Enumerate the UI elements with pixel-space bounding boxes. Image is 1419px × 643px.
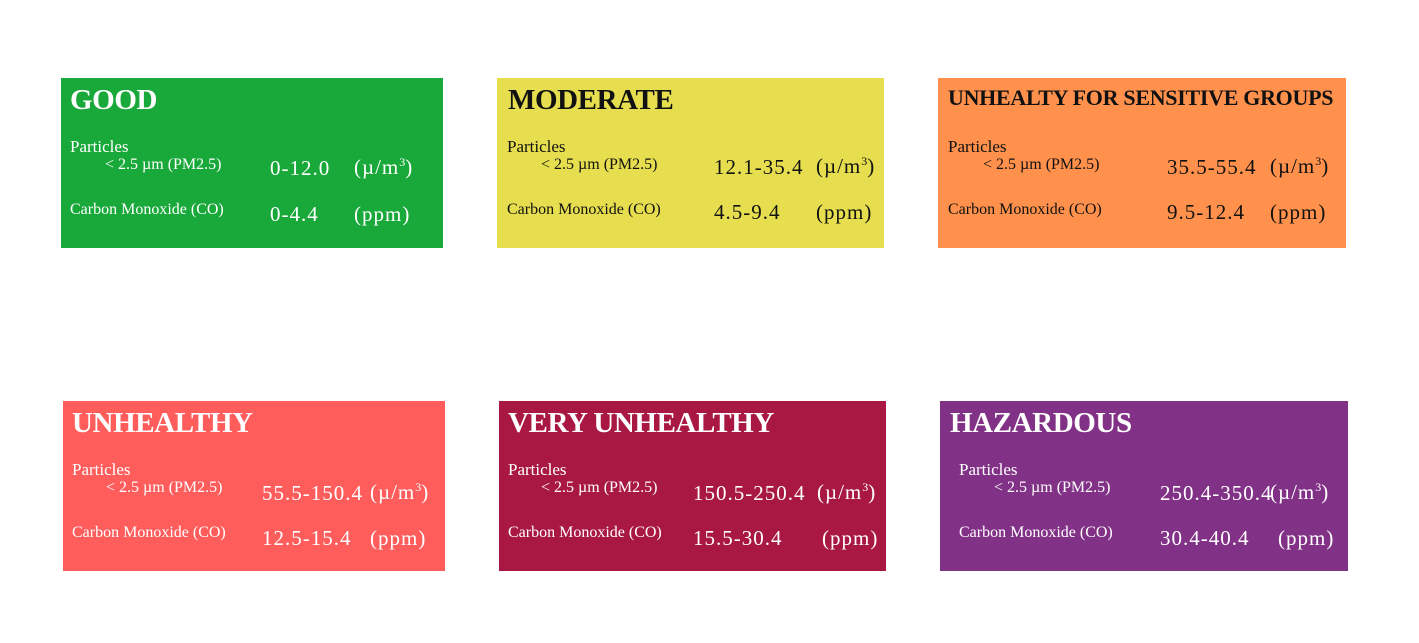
pm25-range: 0-12.0: [270, 156, 331, 180]
co-label: Carbon Monoxide (CO): [508, 524, 662, 541]
co-range: 0-4.4: [270, 202, 319, 226]
co-range: 30.4-40.4: [1160, 526, 1250, 550]
pm25-range: 150.5-250.4: [693, 481, 806, 505]
pm25-unit: (µ/m3): [1270, 154, 1330, 178]
particles-label: Particles: [70, 137, 129, 156]
card-title: UNHEALTHY: [72, 407, 253, 439]
card-title: VERY UNHEALTHY: [508, 407, 774, 439]
co-unit: (ppm): [816, 200, 873, 224]
card-title: MODERATE: [508, 84, 674, 116]
co-label: Carbon Monoxide (CO): [959, 524, 1113, 541]
co-unit: (ppm): [370, 526, 427, 550]
co-label: Carbon Monoxide (CO): [72, 524, 226, 541]
particles-label: Particles: [959, 460, 1018, 479]
pm25-label: < 2.5 µm (PM2.5): [541, 479, 658, 496]
co-label: Carbon Monoxide (CO): [948, 201, 1102, 218]
co-unit: (ppm): [354, 202, 411, 226]
co-unit: (ppm): [822, 526, 879, 550]
aqi-card-very-unhealthy: VERY UNHEALTHY Particles < 2.5 µm (PM2.5…: [499, 401, 886, 571]
pm25-unit: (µ/m3): [1270, 480, 1330, 504]
pm25-label: < 2.5 µm (PM2.5): [541, 156, 658, 173]
aqi-card-unhealthy: UNHEALTHY Particles < 2.5 µm (PM2.5) 55.…: [63, 401, 445, 571]
aqi-card-unhealthy-sensitive: UNHEALTY FOR SENSITIVE GROUPS Particles …: [938, 78, 1346, 248]
particles-label: Particles: [508, 460, 567, 479]
pm25-label: < 2.5 µm (PM2.5): [983, 156, 1100, 173]
co-range: 12.5-15.4: [262, 526, 352, 550]
card-title: HAZARDOUS: [950, 407, 1132, 439]
aqi-card-good: GOOD Particles < 2.5 µm (PM2.5) 0-12.0 (…: [61, 78, 443, 248]
co-label: Carbon Monoxide (CO): [70, 201, 224, 218]
co-unit: (ppm): [1278, 526, 1335, 550]
aqi-card-moderate: MODERATE Particles < 2.5 µm (PM2.5) 12.1…: [497, 78, 884, 248]
pm25-label: < 2.5 µm (PM2.5): [994, 479, 1111, 496]
co-unit: (ppm): [1270, 200, 1327, 224]
card-title: UNHEALTY FOR SENSITIVE GROUPS: [948, 85, 1334, 110]
pm25-range: 12.1-35.4: [714, 155, 804, 179]
pm25-label: < 2.5 µm (PM2.5): [106, 479, 223, 496]
co-range: 15.5-30.4: [693, 526, 783, 550]
pm25-range: 250.4-350.4: [1160, 481, 1273, 505]
pm25-unit: (µ/m3): [817, 480, 877, 504]
pm25-unit: (µ/m3): [354, 155, 414, 179]
pm25-range: 55.5-150.4: [262, 481, 363, 505]
pm25-unit: (µ/m3): [370, 480, 430, 504]
pm25-range: 35.5-55.4: [1167, 155, 1257, 179]
card-title: GOOD: [70, 84, 158, 116]
particles-label: Particles: [72, 460, 131, 479]
aqi-card-hazardous: HAZARDOUS Particles < 2.5 µm (PM2.5) 250…: [940, 401, 1348, 571]
co-range: 4.5-9.4: [714, 200, 781, 224]
co-range: 9.5-12.4: [1167, 200, 1245, 224]
particles-label: Particles: [948, 137, 1007, 156]
particles-label: Particles: [507, 137, 566, 156]
co-label: Carbon Monoxide (CO): [507, 201, 661, 218]
pm25-unit: (µ/m3): [816, 154, 876, 178]
pm25-label: < 2.5 µm (PM2.5): [105, 156, 222, 173]
